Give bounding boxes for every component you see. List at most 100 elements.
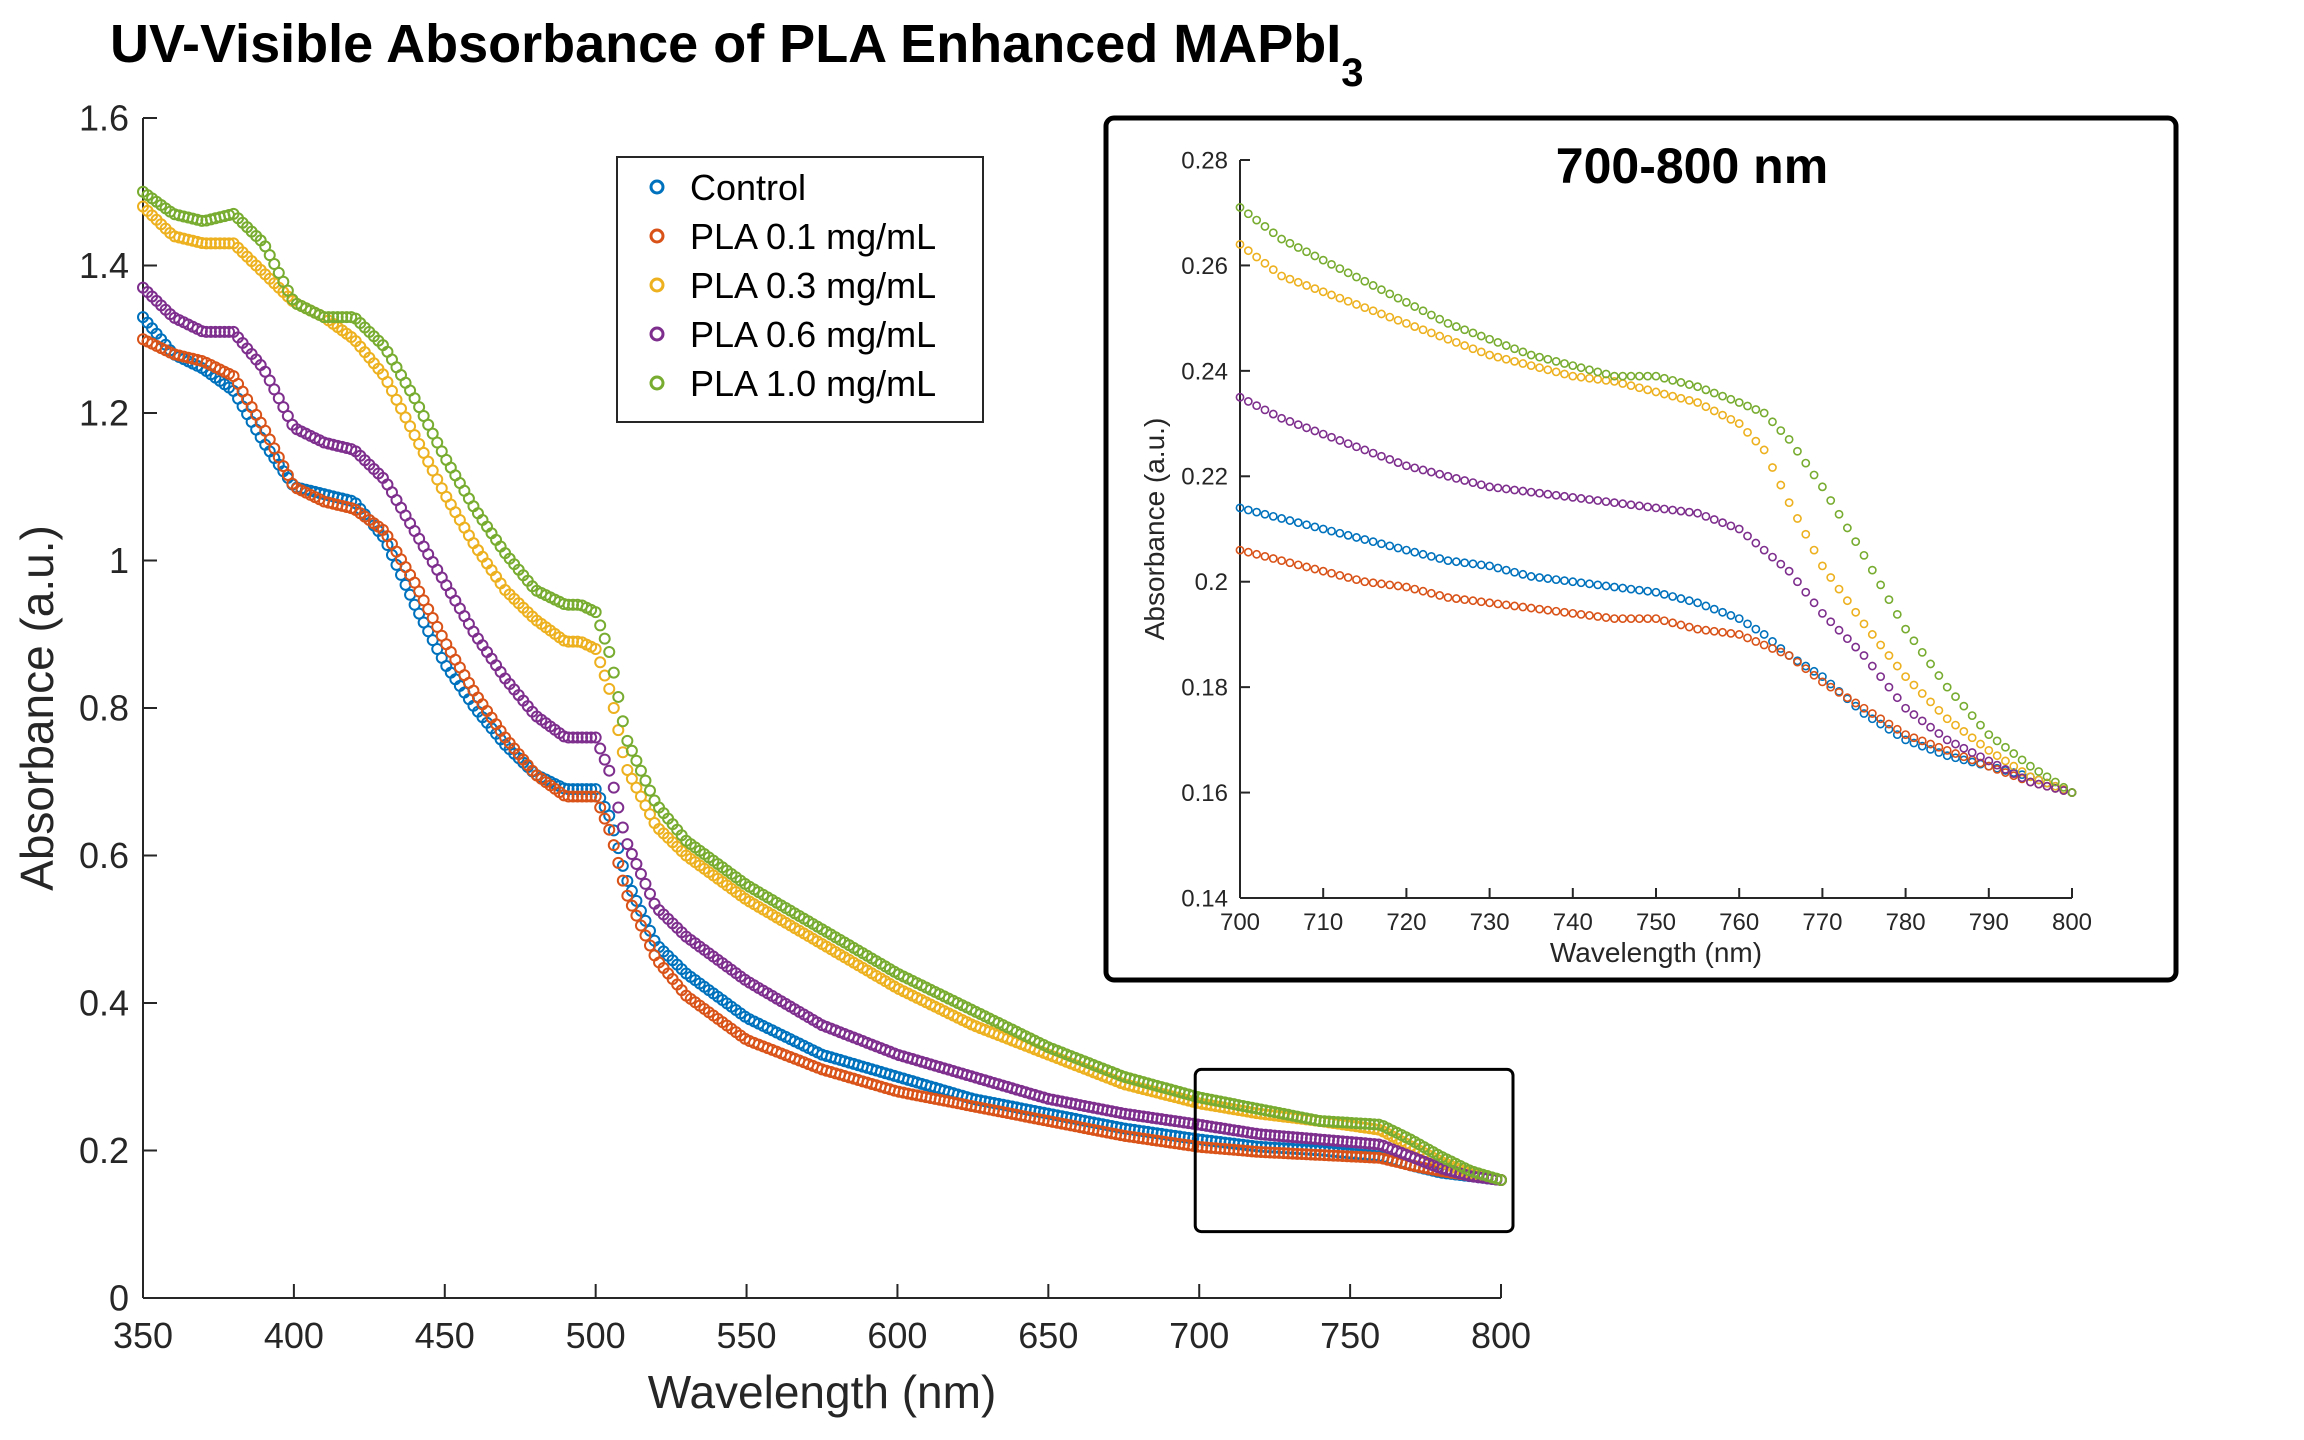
main-point <box>639 877 652 890</box>
inset-point <box>1684 622 1694 632</box>
inset-point <box>1859 651 1869 660</box>
inset-point <box>1343 268 1353 278</box>
inset-point <box>1568 608 1578 618</box>
inset-point <box>1343 573 1353 582</box>
inset-point <box>1493 563 1503 573</box>
inset-point <box>1451 337 1461 347</box>
inset-point <box>1884 719 1894 729</box>
inset-point <box>1618 614 1628 624</box>
main-point <box>625 848 638 861</box>
main-point <box>589 643 602 655</box>
inset-point <box>1501 565 1511 575</box>
inset-point <box>1684 596 1694 606</box>
inset-point <box>1352 533 1361 542</box>
inset-point <box>1327 568 1336 578</box>
inset-point <box>1867 709 1877 718</box>
inset-point <box>1851 701 1861 711</box>
main-point <box>594 656 607 669</box>
inset-point <box>1759 408 1769 418</box>
inset-point <box>2017 770 2027 780</box>
inset-point <box>1493 599 1503 609</box>
inset-point <box>1243 246 1253 256</box>
inset-point <box>1610 371 1619 381</box>
inset-point <box>1834 584 1844 594</box>
main-point <box>639 774 652 787</box>
inset-point <box>1693 508 1702 518</box>
inset-point <box>1360 445 1370 455</box>
inset-x-tick-label: 750 <box>1636 909 1676 936</box>
inset-point <box>1235 392 1245 402</box>
inset-point <box>1909 738 1919 748</box>
inset-point <box>1360 577 1370 587</box>
inset-point <box>1510 485 1519 495</box>
inset-point <box>1493 352 1503 362</box>
inset-point <box>1327 290 1336 300</box>
inset-point <box>1776 644 1786 653</box>
inset-point <box>1510 601 1519 611</box>
inset-point <box>1318 524 1328 534</box>
inset-point <box>1834 688 1844 697</box>
inset-point <box>1560 576 1569 586</box>
inset-point <box>2026 761 2035 771</box>
inset-y-tick-label: 0.18 <box>1181 675 1228 702</box>
inset-point <box>1560 607 1569 617</box>
legend-label: Control <box>690 167 806 208</box>
inset-point <box>1377 539 1386 549</box>
inset-point <box>1917 736 1927 746</box>
inset-point <box>1892 610 1902 619</box>
inset-point <box>1834 625 1844 635</box>
inset-point <box>1385 455 1395 464</box>
inset-point <box>1759 545 1769 555</box>
inset-point <box>1867 565 1877 575</box>
inset-point <box>1568 371 1578 381</box>
inset-point <box>1984 746 1994 755</box>
inset-point <box>1610 582 1619 592</box>
inset-point <box>1643 502 1653 512</box>
legend-item-pla-1-0-mg-ml: PLA 1.0 mg/mL <box>649 363 936 404</box>
inset-point <box>1535 573 1544 582</box>
main-point <box>223 325 236 338</box>
inset-point <box>1634 371 1644 381</box>
inset-point <box>1585 365 1594 375</box>
inset-point <box>1842 693 1852 703</box>
inset-point <box>1510 344 1519 354</box>
inset-point <box>1426 588 1436 598</box>
inset-point <box>1393 293 1403 303</box>
main-point <box>598 632 611 645</box>
main-point <box>603 645 616 658</box>
main-point <box>585 731 598 744</box>
inset-point <box>1709 406 1719 416</box>
inset-point <box>1343 296 1353 306</box>
main-y-tick-label: 1.6 <box>79 98 129 139</box>
inset-point <box>1892 730 1902 739</box>
inset-point <box>1335 293 1345 303</box>
inset-point <box>1892 724 1902 734</box>
main-point <box>607 781 620 794</box>
inset-point <box>1526 603 1536 613</box>
inset-point <box>1684 380 1694 389</box>
main-plot: 350 400 450 500 550 600 650 700 750 800 0 0.2 0.4 0.6… <box>11 98 1531 1418</box>
inset-point <box>1343 439 1353 448</box>
inset-x-tick-label: 700 <box>1220 909 1260 936</box>
inset-point <box>1917 716 1927 726</box>
inset-point <box>1252 215 1262 225</box>
inset-point <box>1393 543 1403 553</box>
inset-point <box>1776 426 1786 435</box>
inset-point <box>1377 579 1386 589</box>
inset-point <box>1801 529 1811 539</box>
inset-point <box>1277 413 1286 423</box>
inset-point <box>1801 458 1811 468</box>
inset-point <box>1851 607 1861 617</box>
inset-point <box>1377 451 1386 461</box>
inset-point <box>1726 611 1736 620</box>
inset-point <box>1784 651 1794 660</box>
inset-series-control <box>1235 503 2077 797</box>
inset-point <box>1410 463 1420 473</box>
inset-point <box>1967 711 1977 721</box>
inset-panel: 700-800 nm 700 710 720 730 740 750 760 770 780 79… <box>1103 115 2179 983</box>
inset-y-tick-label: 0.22 <box>1181 464 1228 491</box>
inset-point <box>1476 347 1486 357</box>
main-x-tick-label: 750 <box>1320 1315 1380 1356</box>
inset-point <box>1793 657 1802 667</box>
inset-point <box>1352 575 1361 585</box>
